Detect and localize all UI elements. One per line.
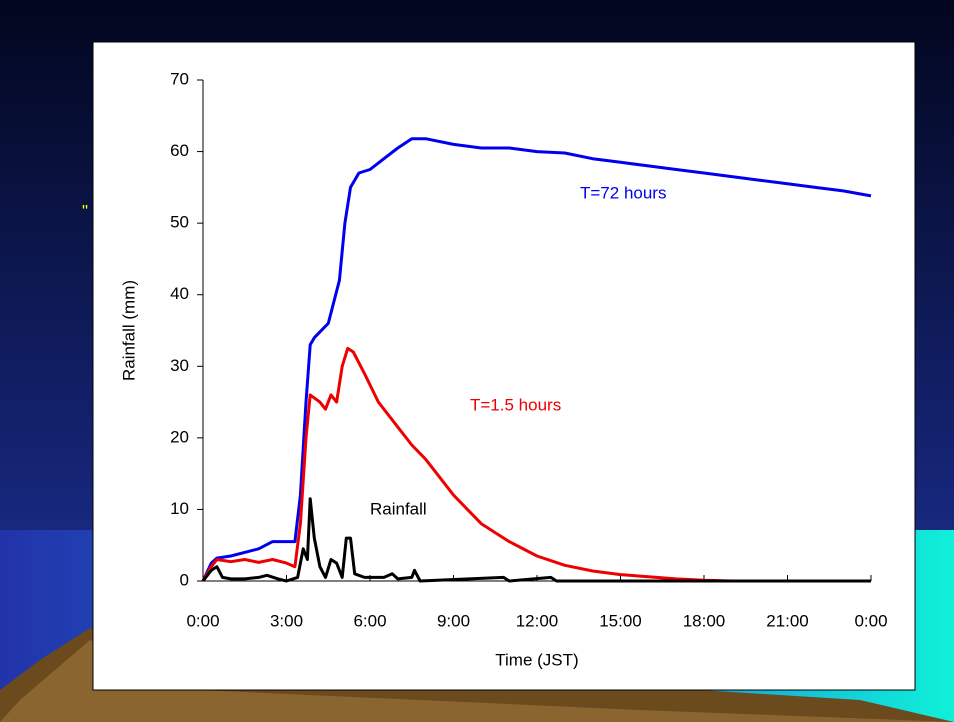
x-tick-label: 12:00 (516, 611, 559, 630)
x-tick-label: 3:00 (270, 611, 303, 630)
y-tick-label: 0 (180, 570, 189, 589)
x-tick-label: 6:00 (353, 611, 386, 630)
x-tick-label: 18:00 (683, 611, 726, 630)
annotation: T=72 hours (580, 183, 666, 202)
y-axis-label: Rainfall (mm) (119, 280, 138, 381)
series-line (201, 497, 871, 583)
y-tick-label: 60 (170, 141, 189, 160)
series-line (201, 137, 872, 582)
chart: 0 10 20 30 40 50 60 70 0:00 3:00 6:00 9:00 12:00 15:0… (119, 69, 887, 669)
y-tick-label: 30 (170, 356, 189, 375)
y-tick-label: 20 (170, 427, 189, 446)
y-tick-label: 50 (170, 213, 189, 232)
annotation: T=1.5 hours (470, 395, 561, 414)
y-tick-label: 40 (170, 284, 189, 303)
annotation: Rainfall (370, 499, 427, 518)
y-tick-label: 70 (170, 69, 189, 88)
x-tick-label: 0:00 (854, 611, 887, 630)
chart-box (92, 41, 916, 691)
series-line (201, 346, 871, 583)
x-tick-label: 9:00 (437, 611, 470, 630)
slide-text: " (82, 201, 88, 220)
x-tick-label: 0:00 (186, 611, 219, 630)
x-axis-label: Time (JST) (495, 650, 578, 669)
x-tick-label: 21:00 (766, 611, 809, 630)
x-tick-label: 15:00 (599, 611, 642, 630)
mountain (0, 640, 954, 722)
y-tick-label: 10 (170, 499, 189, 518)
